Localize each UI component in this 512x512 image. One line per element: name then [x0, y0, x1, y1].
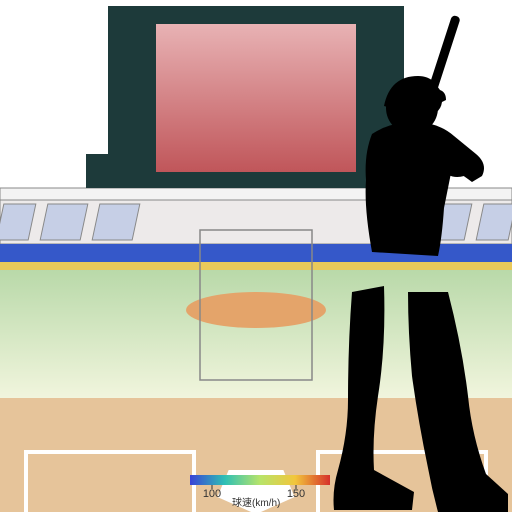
scoreboard-screen — [156, 24, 356, 172]
pitch-chart: 100 150 球速(km/h) — [0, 0, 512, 512]
warning-track-yellow — [0, 262, 512, 270]
svg-text:150: 150 — [287, 488, 305, 500]
legend-gradient-bar — [190, 475, 330, 485]
pitchers-mound — [186, 292, 326, 328]
svg-text:100: 100 — [203, 488, 221, 500]
legend-axis-label: 球速(km/h) — [232, 496, 280, 509]
